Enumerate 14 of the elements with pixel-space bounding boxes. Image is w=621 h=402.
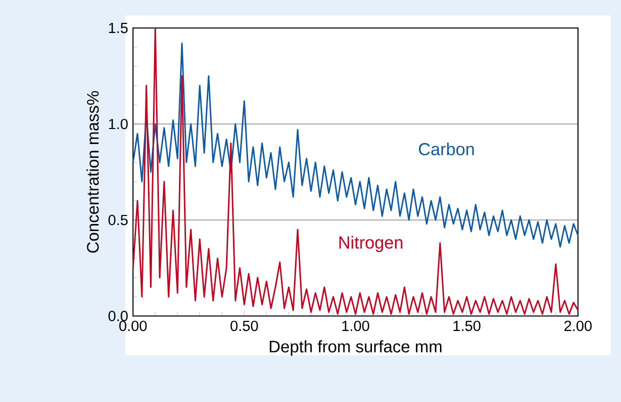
- y-tick-label: 0.5: [108, 214, 128, 226]
- x-tick-label: 0.50: [230, 320, 258, 332]
- series-label: Carbon: [418, 142, 474, 156]
- y-tick-label: 1.0: [109, 118, 128, 130]
- x-tick-label: 0.00: [119, 320, 147, 332]
- line-series: [132, 27, 579, 315]
- x-tick-label: 1.50: [454, 320, 480, 332]
- text: Nitrogen: [339, 236, 402, 252]
- x-tick-label: 1.00: [342, 320, 370, 332]
- x-axis-title: Depth from surface mm: [270, 340, 442, 356]
- y-tick-label: 1.5: [109, 22, 128, 34]
- x-tick-label: 2.00: [564, 320, 592, 332]
- y-axis-title: Concentration mass%: [86, 91, 99, 253]
- y-tick-label: 0.0: [108, 310, 128, 322]
